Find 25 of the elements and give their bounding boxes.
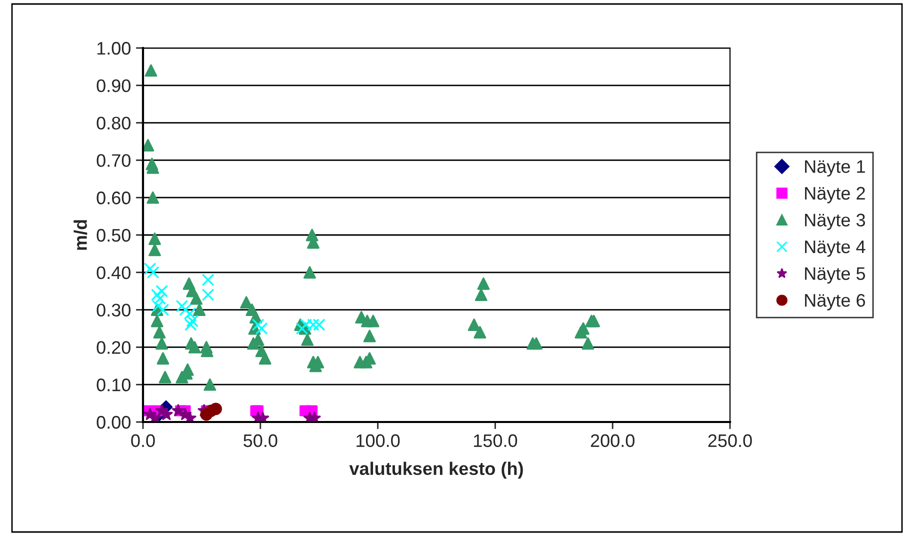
x-tick-label: 250.0 [708,434,752,448]
y-tick-label: 0.00 [96,416,130,429]
x-tick-label: 150.0 [474,434,518,448]
y-tick-label: 0.50 [96,228,130,242]
y-tick-label: 0.20 [96,341,130,354]
y-tick-label: 0.40 [96,266,130,280]
x-tick-label: 50.0 [244,434,278,448]
x-axis-title: valutuksen kesto (h) [349,462,523,479]
x-tick-label: 200.0 [590,434,634,448]
legend-label: Näyte 1 [805,160,865,177]
y-tick-label: 0.70 [96,154,130,167]
legend-label: Näyte 3 [805,214,866,230]
legend-label: Näyte 2 [805,186,865,204]
legend-label: Näyte 5 [805,267,866,284]
x-tick-label: 0.0 [131,434,155,448]
y-tick-label: 0.80 [96,116,130,130]
x-tick-label: 100.0 [356,434,400,448]
legend-label: Näyte 4 [805,240,866,257]
y-axis-title: m/d [74,220,88,250]
y-tick-label: 0.30 [96,304,130,317]
y-tick-label: 0.60 [96,192,130,204]
legend-label: Näyte 6 [805,294,866,310]
y-tick-label: 0.90 [96,79,130,92]
y-tick-label: 0.10 [96,378,130,392]
y-tick-label: 1.00 [97,42,130,55]
